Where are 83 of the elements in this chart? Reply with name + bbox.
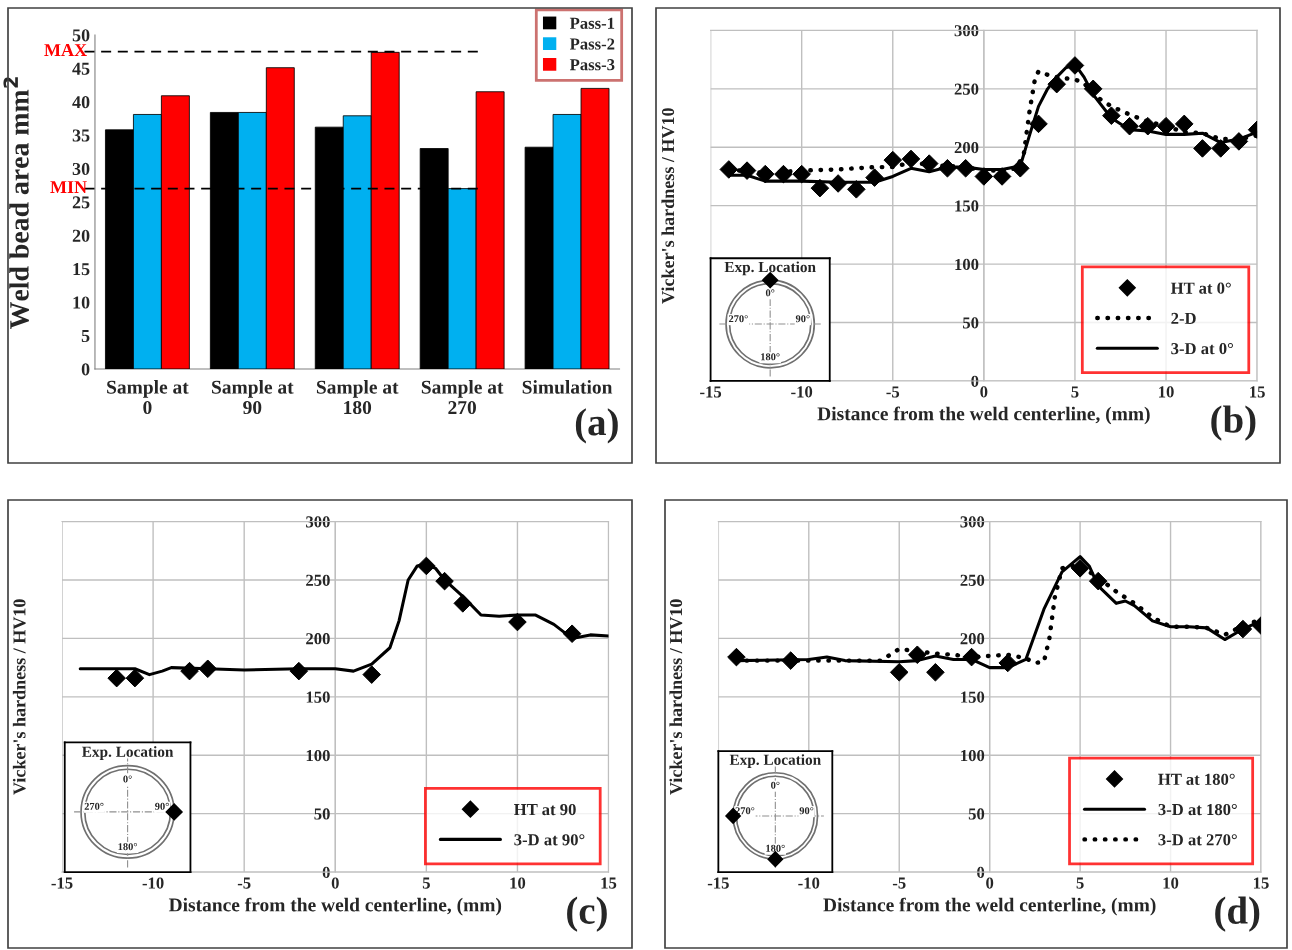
x-axis-title: Distance from the weld centerline, (mm) bbox=[168, 897, 502, 916]
y-tick-label: 30 bbox=[72, 162, 90, 176]
x-tick-label: 15 bbox=[601, 877, 617, 889]
x-tick-label: -5 bbox=[892, 877, 906, 889]
y-tick-label: 20 bbox=[72, 229, 90, 242]
y-tick-label: 45 bbox=[72, 62, 90, 75]
x-tick-label: -5 bbox=[237, 877, 251, 889]
legend-label: 3-D at 180° bbox=[1158, 803, 1237, 816]
y-tick-label: 15 bbox=[73, 263, 90, 276]
y-axis-title: Weld bead area mm$^{2}$ bbox=[3, 77, 29, 329]
text: (a) bbox=[575, 408, 618, 444]
x-tick-label: 10 bbox=[1159, 386, 1174, 398]
annotation: Exp. Location bbox=[82, 746, 174, 760]
x-tick-label: 0 bbox=[331, 877, 339, 889]
x-tick-label: Sample at 90 bbox=[212, 380, 294, 415]
y-axis-title: Vicker's hardness / HV10 bbox=[661, 108, 675, 304]
x-tick-label: -15 bbox=[51, 877, 73, 889]
y-tick-label: 10 bbox=[73, 296, 90, 309]
x-tick-label: 5 bbox=[1071, 386, 1079, 398]
y-tick-label: 0 bbox=[977, 866, 985, 879]
x-tick-label: 5 bbox=[422, 877, 430, 889]
legend-label: HT at 90 bbox=[514, 803, 576, 816]
y-tick-label: 250 bbox=[960, 574, 985, 586]
y-tick-label: 200 bbox=[954, 141, 979, 154]
y-tick-label: 50 bbox=[968, 808, 985, 820]
legend-label: 2-D bbox=[1171, 312, 1196, 324]
y-tick-label: 25 bbox=[72, 196, 90, 209]
y-tick-label: 50 bbox=[314, 808, 330, 820]
legend-label: 3-D at 270° bbox=[1158, 834, 1237, 846]
y-tick-label: 5 bbox=[81, 330, 90, 343]
x-tick-label: -15 bbox=[700, 386, 722, 398]
y-tick-label: 0 bbox=[81, 363, 90, 376]
y-tick-label: 100 bbox=[955, 258, 979, 271]
x-tick-label: -10 bbox=[142, 877, 164, 889]
x-tick-label: 10 bbox=[1163, 877, 1179, 889]
y-tick-label: 35 bbox=[72, 129, 90, 142]
y-axis-title: Vicker's hardness / HV10 bbox=[669, 599, 683, 795]
x-tick-label: Simulation bbox=[522, 380, 613, 394]
legend-label: Pass-3 bbox=[569, 59, 615, 71]
text: (c) bbox=[567, 896, 607, 932]
legend-label: 3-D at 0° bbox=[1171, 342, 1233, 355]
y-tick-label: 150 bbox=[955, 200, 979, 212]
point bbox=[719, 160, 739, 179]
y-tick-label: 150 bbox=[961, 691, 985, 703]
legend-label: HT at 0° bbox=[1170, 282, 1231, 294]
x-tick-label: -15 bbox=[707, 877, 729, 889]
x-tick-label: 0 bbox=[986, 877, 994, 889]
y-tick-label: 100 bbox=[306, 749, 330, 762]
text: (b) bbox=[1211, 405, 1256, 441]
x-tick-label: 15 bbox=[1250, 386, 1265, 398]
x-tick-label: -10 bbox=[791, 386, 813, 398]
annotation: 90° bbox=[155, 802, 169, 810]
x-tick-label: Sample at 270 bbox=[421, 380, 504, 415]
y-tick-label: 100 bbox=[961, 749, 985, 762]
text: (d) bbox=[1215, 896, 1260, 932]
legend-label: 3-D at 90° bbox=[514, 834, 585, 846]
annotation: 0° bbox=[123, 775, 132, 783]
y-tick-label: 40 bbox=[72, 96, 90, 109]
x-tick-label: Sample at 0 bbox=[107, 380, 189, 415]
legend-label: Pass-2 bbox=[569, 38, 615, 50]
y-tick-label: 0 bbox=[322, 866, 330, 879]
x-tick-label: -5 bbox=[886, 386, 900, 398]
annotation: 270° bbox=[84, 802, 104, 810]
y-tick-label: 200 bbox=[960, 633, 985, 645]
y-tick-label: 250 bbox=[306, 574, 330, 586]
legend-label: HT at 180° bbox=[1158, 773, 1235, 785]
y-tick-label: 200 bbox=[306, 633, 330, 645]
x-axis-title: Distance from the weld centerline, (mm) bbox=[817, 406, 1150, 425]
x-axis-title: Distance from the weld centerline, (mm) bbox=[823, 897, 1156, 916]
x-tick-label: 15 bbox=[1253, 877, 1269, 889]
x-tick-label: 10 bbox=[510, 877, 526, 889]
y-tick-label: 50 bbox=[963, 317, 979, 329]
annotation: 180° bbox=[118, 843, 137, 851]
y-tick-label: 250 bbox=[954, 83, 979, 95]
x-tick-label: 5 bbox=[1076, 877, 1084, 889]
x-tick-label: Sample at 180 bbox=[316, 380, 399, 415]
y-axis-title: Vicker's hardness / HV10 bbox=[12, 599, 26, 795]
legend-label: Pass-1 bbox=[569, 17, 615, 29]
y-tick-label: 150 bbox=[306, 691, 330, 703]
x-tick-label: -10 bbox=[798, 877, 820, 889]
y-tick-label: 50 bbox=[72, 29, 90, 42]
ref-line-label: MIN bbox=[50, 181, 87, 193]
ref-line-label: MAX bbox=[44, 44, 87, 56]
